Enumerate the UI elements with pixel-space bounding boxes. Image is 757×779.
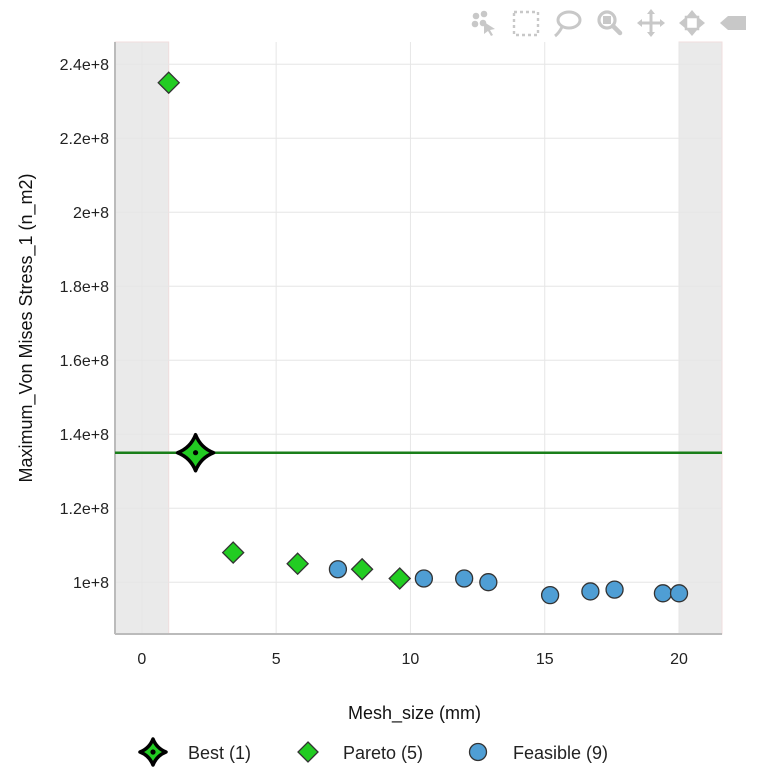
best-point[interactable] bbox=[175, 432, 216, 473]
chart-toolbar bbox=[471, 9, 746, 38]
pareto-point[interactable] bbox=[157, 71, 181, 95]
y-tick-label: 2e+8 bbox=[73, 205, 109, 222]
pan-icon[interactable] bbox=[637, 9, 665, 37]
y-tick-label: 1.6e+8 bbox=[60, 353, 109, 370]
x-tick-label: 0 bbox=[137, 651, 146, 668]
y-tick-label: 1.2e+8 bbox=[60, 501, 109, 518]
feasible-point[interactable] bbox=[414, 569, 434, 588]
x-axis-title: Mesh_size (mm) bbox=[348, 703, 481, 724]
plot-area: 0 5 10 15 20 1e+8 1.2e+8 1.4e+8 1.6e+8 1.8e+8 2e+8… bbox=[60, 41, 723, 668]
out-of-range-band bbox=[678, 41, 723, 635]
y-tick-label: 1.8e+8 bbox=[60, 279, 109, 296]
autoscale-icon[interactable] bbox=[679, 10, 705, 36]
feasible-point[interactable] bbox=[540, 586, 560, 605]
x-tick-label: 20 bbox=[670, 651, 688, 668]
feasible-point[interactable] bbox=[581, 582, 600, 601]
x-tick-label: 5 bbox=[272, 651, 281, 668]
legend-best-marker[interactable] bbox=[138, 737, 168, 767]
feasible-point[interactable] bbox=[455, 569, 474, 588]
feasible-point[interactable] bbox=[669, 584, 689, 603]
legend-item[interactable]: Pareto (5) bbox=[297, 741, 423, 763]
legend: Best (1) Pareto (5) Feasible (9) bbox=[138, 737, 609, 767]
legend-item[interactable]: Best (1) bbox=[138, 737, 251, 767]
feasible-point[interactable] bbox=[479, 573, 498, 592]
zoom-icon[interactable] bbox=[597, 10, 623, 36]
legend-pareto-marker[interactable] bbox=[297, 741, 319, 763]
legend-label: Feasible (9) bbox=[513, 743, 608, 763]
y-tick-label: 2.4e+8 bbox=[60, 57, 109, 74]
feasible-point[interactable] bbox=[653, 584, 673, 603]
pareto-point[interactable] bbox=[221, 541, 245, 565]
legend-label: Best (1) bbox=[188, 743, 251, 763]
feasible-point[interactable] bbox=[605, 580, 624, 599]
box-select-icon[interactable] bbox=[512, 10, 540, 37]
reset-axes-icon[interactable] bbox=[720, 16, 746, 30]
x-tick-label: 15 bbox=[536, 651, 554, 668]
y-tick-label: 1.4e+8 bbox=[60, 427, 109, 444]
x-tick-label: 10 bbox=[402, 651, 420, 668]
legend-feasible-marker[interactable] bbox=[468, 742, 488, 762]
y-axis-title: Maximum_Von Mises Stress_1 (n_m2) bbox=[16, 173, 37, 482]
feasible-point[interactable] bbox=[328, 560, 348, 579]
lasso-select-icon[interactable] bbox=[554, 10, 582, 38]
legend-label: Pareto (5) bbox=[343, 743, 423, 763]
select-points-icon[interactable] bbox=[471, 10, 495, 36]
legend-item[interactable]: Feasible (9) bbox=[468, 742, 609, 763]
pareto-point[interactable] bbox=[286, 552, 310, 576]
y-tick-label: 2.2e+8 bbox=[60, 131, 109, 148]
pareto-point[interactable] bbox=[388, 567, 412, 590]
y-tick-label: 1e+8 bbox=[73, 575, 109, 592]
pareto-point[interactable] bbox=[350, 557, 374, 581]
